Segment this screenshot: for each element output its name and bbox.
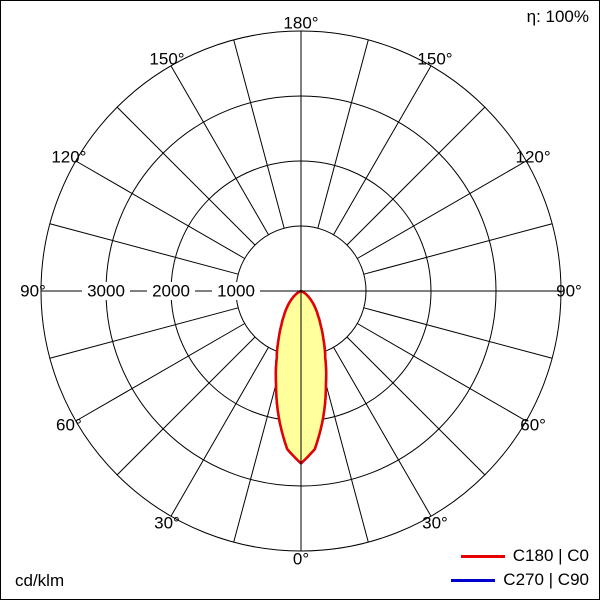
unit-label: cd/klm <box>15 571 65 590</box>
grid-spoke <box>346 106 486 246</box>
grid-spoke <box>170 65 269 235</box>
grid-spoke <box>346 336 486 476</box>
grid-spoke <box>49 223 239 275</box>
grid-spoke <box>363 223 553 275</box>
grid-spoke <box>49 307 239 359</box>
angle-label: 30° <box>422 514 448 533</box>
angle-label: 150° <box>417 49 452 68</box>
ring-label-bg <box>82 282 130 300</box>
angle-label: 0° <box>293 550 309 569</box>
legend-label-c180-c0: C180 | C0 <box>512 546 589 565</box>
grid-spoke <box>116 106 256 246</box>
angle-label: 90° <box>20 282 46 301</box>
grid-spoke <box>116 336 256 476</box>
angle-label: 60° <box>520 416 546 435</box>
legend-label-c270-c90: C270 | C90 <box>503 570 589 589</box>
angle-label: 120° <box>516 148 551 167</box>
grid-spoke <box>363 307 553 359</box>
angle-label: 90° <box>556 282 582 301</box>
angle-label: 150° <box>149 49 184 68</box>
angle-label: 180° <box>283 14 318 33</box>
grid-spoke <box>357 323 527 422</box>
ring-label: 2000 <box>152 282 190 301</box>
legend-item-c180-c0: C180 | C0 <box>451 546 589 566</box>
grid-spoke <box>75 323 245 422</box>
legend-line-blue-icon <box>451 578 496 582</box>
legend: C180 | C0 C270 | C90 <box>451 542 589 594</box>
grid-spoke <box>317 39 369 229</box>
grid-spoke <box>170 347 269 517</box>
angle-label: 30° <box>154 514 180 533</box>
ring-label: 1000 <box>217 282 255 301</box>
grid-spoke <box>233 39 285 229</box>
grid-spoke <box>357 160 527 259</box>
legend-line-red-icon <box>460 554 505 558</box>
ring-label-bg <box>147 282 195 300</box>
grid-spoke <box>333 65 432 235</box>
ring-label-bg <box>212 282 260 300</box>
grid-spoke <box>75 160 245 259</box>
angle-label: 120° <box>51 148 86 167</box>
ring-label: 3000 <box>87 282 125 301</box>
grid-spoke <box>333 347 432 517</box>
angle-label: 60° <box>56 416 82 435</box>
efficiency-label: η: 100% <box>526 7 589 26</box>
legend-item-c270-c90: C270 | C90 <box>451 570 589 590</box>
